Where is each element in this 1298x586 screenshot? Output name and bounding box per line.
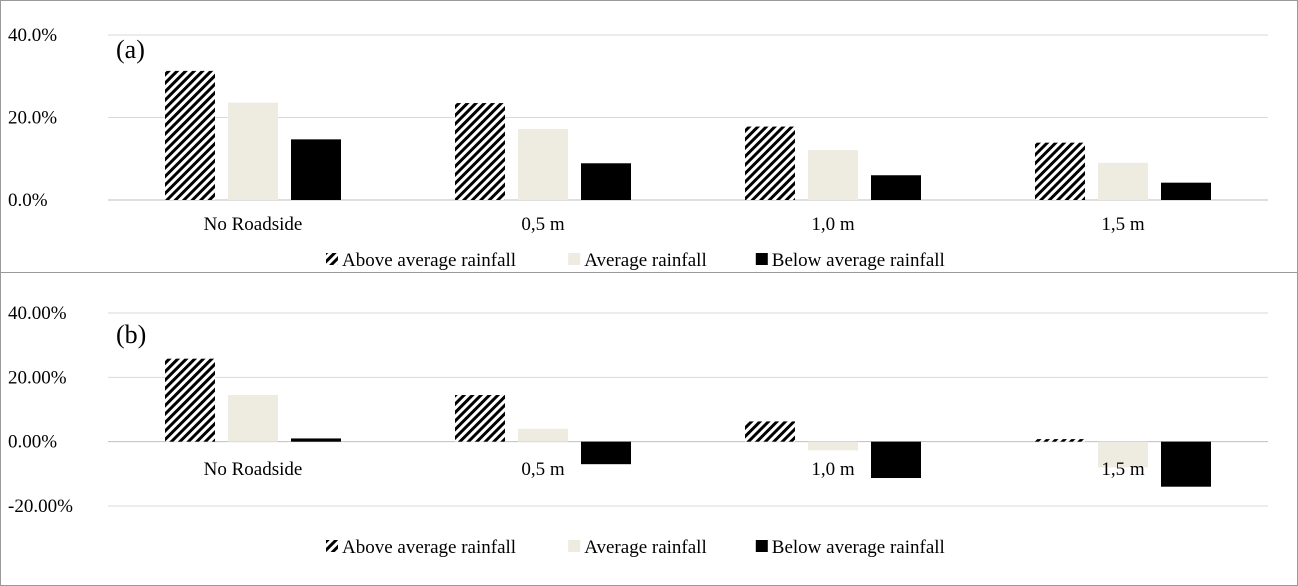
panel-label: (b) (116, 320, 146, 349)
bar (518, 129, 568, 200)
bar (871, 441, 921, 479)
bar (808, 150, 858, 200)
bar (745, 421, 795, 442)
bar (518, 428, 568, 442)
y-tick-label: 0.0% (8, 190, 48, 211)
bar (1098, 441, 1148, 468)
category-label: No Roadside (204, 214, 303, 235)
bar (1161, 182, 1211, 200)
bar (808, 441, 858, 451)
bar (745, 126, 795, 200)
legend-label: Average rainfall (584, 537, 707, 558)
legend-swatch (568, 253, 581, 265)
bar (165, 70, 215, 200)
bar (1035, 142, 1085, 200)
bar (165, 358, 215, 442)
panel-label: (a) (116, 35, 145, 64)
legend-swatch (755, 253, 768, 265)
legend: Above average rainfall Average rainfall Be… (326, 250, 945, 271)
category-label: 0,5 m (521, 459, 565, 480)
category-label: 1,5 m (1101, 459, 1145, 480)
category-label: 0,5 m (521, 214, 565, 235)
legend-swatch (326, 540, 338, 552)
bar (1161, 441, 1211, 487)
bar (291, 438, 341, 442)
category-label: 1,0 m (811, 459, 855, 480)
panel-a: 0.0% 20.0% 40.0% (a) No Roadside 0,5 m 1,0 m 1,… (8, 25, 1268, 271)
legend-label: Above average rainfall (342, 537, 516, 558)
legend-swatch (755, 540, 768, 552)
bar (581, 441, 631, 465)
bar (228, 102, 278, 200)
bar (291, 139, 341, 200)
bar (228, 395, 278, 442)
legend-label: Above average rainfall (342, 250, 516, 271)
legend-swatch (568, 540, 581, 552)
bar (871, 175, 921, 200)
legend-label: Below average rainfall (772, 537, 945, 558)
y-tick-label: -20.00% (8, 496, 73, 517)
category-label: 1,5 m (1101, 214, 1145, 235)
legend-label: Below average rainfall (772, 250, 945, 271)
legend-label: Average rainfall (584, 250, 707, 271)
category-label: No Roadside (204, 459, 303, 480)
bar (581, 163, 631, 200)
y-tick-label: 20.0% (8, 108, 57, 129)
panel-b: -20.00% 0.00% 20.00% 40.00% (b) No Roadside 0,… (8, 303, 1268, 558)
y-tick-label: 0.00% (8, 432, 57, 453)
bar (1098, 162, 1148, 200)
legend: Above average rainfall Average rainfall Be… (326, 537, 945, 558)
y-tick-label: 20.00% (8, 367, 67, 388)
bar (455, 103, 505, 200)
legend-swatch (326, 253, 338, 265)
y-tick-label: 40.0% (8, 25, 57, 46)
bar (1035, 439, 1085, 442)
category-label: 1,0 m (811, 214, 855, 235)
bar (455, 395, 505, 442)
y-tick-label: 40.00% (8, 303, 67, 324)
